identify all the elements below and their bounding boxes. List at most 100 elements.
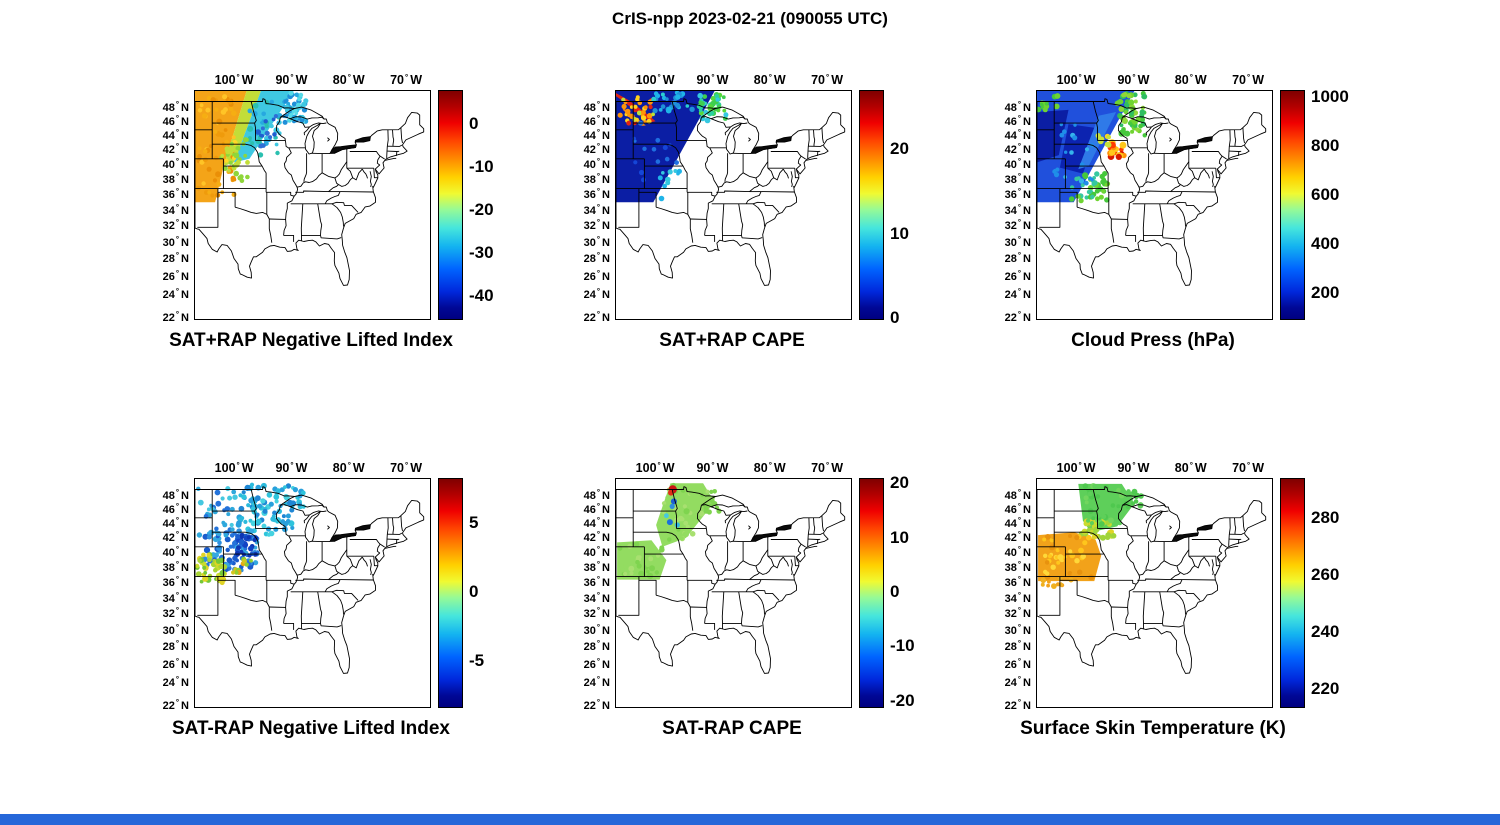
degree-symbol: ° xyxy=(1017,99,1022,109)
degree-symbol: ° xyxy=(596,675,601,685)
degree-symbol: ° xyxy=(405,461,409,470)
latitude-tick-label: 40° N xyxy=(583,545,610,560)
degree-symbol: ° xyxy=(1017,202,1022,212)
satellite-swath-overlay xyxy=(195,482,306,586)
colorbar xyxy=(438,90,463,320)
degree-symbol: ° xyxy=(596,127,601,137)
degree-symbol: ° xyxy=(1017,487,1022,497)
degree-symbol: ° xyxy=(175,639,180,649)
longitude-tick-label: 80° W xyxy=(1174,461,1207,475)
colorbar-tick-label: 0 xyxy=(890,308,900,327)
latitude-tick-label: 42° N xyxy=(583,142,610,157)
latitude-tick-label: 40° N xyxy=(162,157,189,172)
degree-symbol: ° xyxy=(175,530,180,540)
latitude-tick-label: 34° N xyxy=(583,590,610,605)
map-canvas xyxy=(194,478,431,708)
longitude-tick-label: 100° W xyxy=(1056,73,1096,87)
degree-symbol: ° xyxy=(1132,73,1136,82)
degree-symbol: ° xyxy=(711,461,715,470)
degree-symbol: ° xyxy=(1017,575,1022,585)
latitude-tick-label: 36° N xyxy=(583,575,610,590)
latitude-tick-label: 40° N xyxy=(162,545,189,560)
latitude-tick-label: 44° N xyxy=(583,515,610,530)
degree-symbol: ° xyxy=(1078,73,1082,82)
latitude-tick-label: 24° N xyxy=(162,675,189,690)
degree-symbol: ° xyxy=(1132,461,1136,470)
colorbar-tick-label: 200 xyxy=(1311,283,1340,303)
colorbar-tick-label: 600 xyxy=(1311,185,1340,205)
us-state-borders-map xyxy=(616,486,846,674)
longitude-tick-label: 90° W xyxy=(1117,461,1150,475)
colorbar-tick-label: 20 xyxy=(890,139,909,159)
degree-symbol: ° xyxy=(1017,172,1022,182)
degree-symbol: ° xyxy=(1078,461,1082,470)
degree-symbol: ° xyxy=(175,622,180,632)
degree-symbol: ° xyxy=(1017,675,1022,685)
degree-symbol: ° xyxy=(1017,545,1022,555)
latitude-tick-label: 36° N xyxy=(1004,575,1031,590)
latitude-axis: 48° N 46° N 44° N 42° N 40° N 38° N 36° N 34° N 32° N 30° N… xyxy=(146,90,194,325)
latitude-tick-label: 36° N xyxy=(583,187,610,202)
degree-symbol: ° xyxy=(175,501,180,511)
latitude-tick-label: 26° N xyxy=(1004,656,1031,671)
latitude-tick-label: 32° N xyxy=(583,606,610,621)
degree-symbol: ° xyxy=(1247,73,1251,82)
latitude-tick-label: 34° N xyxy=(583,202,610,217)
degree-symbol: ° xyxy=(596,590,601,600)
degree-symbol: ° xyxy=(175,575,180,585)
latitude-tick-label: 30° N xyxy=(583,622,610,637)
longitude-tick-label: 100° W xyxy=(214,461,254,475)
longitude-tick-label: 100° W xyxy=(1056,461,1096,475)
panel-sat-minus-rap-negative-lifted-index: 100° W 90° W 80° W 70° W 48° N 46° N 44° N 42° N 40° N 38… xyxy=(146,452,567,740)
latitude-tick-label: 46° N xyxy=(1004,113,1031,128)
degree-symbol: ° xyxy=(596,698,601,707)
latitude-tick-label: 48° N xyxy=(162,99,189,114)
degree-symbol: ° xyxy=(175,656,180,666)
degree-symbol: ° xyxy=(175,113,180,123)
latitude-tick-label: 30° N xyxy=(162,622,189,637)
longitude-axis: 100° W 90° W 80° W 70° W xyxy=(615,452,850,478)
degree-symbol: ° xyxy=(175,268,180,278)
latitude-tick-label: 46° N xyxy=(1004,501,1031,516)
colorbar-tick-label: 0 xyxy=(469,582,479,601)
latitude-tick-label: 24° N xyxy=(583,287,610,302)
longitude-axis: 100° W 90° W 80° W 70° W xyxy=(194,64,429,90)
degree-symbol: ° xyxy=(175,545,180,555)
degree-symbol: ° xyxy=(1017,268,1022,278)
longitude-tick-label: 90° W xyxy=(1117,73,1150,87)
degree-symbol: ° xyxy=(1189,73,1193,82)
colorbar-tick-label: 1000 xyxy=(1311,87,1349,107)
panel-title: SAT+RAP Negative Lifted Index xyxy=(169,330,453,351)
degree-symbol: ° xyxy=(175,187,180,197)
longitude-tick-label: 80° W xyxy=(332,461,365,475)
longitude-tick-label: 80° W xyxy=(1174,73,1207,87)
degree-symbol: ° xyxy=(596,251,601,261)
latitude-tick-label: 42° N xyxy=(162,142,189,157)
longitude-tick-label: 70° W xyxy=(811,73,844,87)
degree-symbol: ° xyxy=(290,73,294,82)
degree-symbol: ° xyxy=(175,675,180,685)
degree-symbol: ° xyxy=(175,487,180,497)
degree-symbol: ° xyxy=(175,287,180,297)
degree-symbol: ° xyxy=(175,218,180,228)
degree-symbol: ° xyxy=(596,530,601,540)
degree-symbol: ° xyxy=(236,461,240,470)
degree-symbol: ° xyxy=(1017,310,1022,319)
satellite-swath-overlay xyxy=(617,482,722,580)
colorbar-tick-label: 260 xyxy=(1311,564,1340,584)
degree-symbol: ° xyxy=(1017,606,1022,616)
us-state-borders-map xyxy=(195,98,425,286)
longitude-tick-label: 90° W xyxy=(275,461,308,475)
panel-title: SAT-RAP Negative Lifted Index xyxy=(171,718,450,739)
latitude-tick-label: 48° N xyxy=(1004,99,1031,114)
degree-symbol: ° xyxy=(1017,251,1022,261)
latitude-tick-label: 34° N xyxy=(1004,590,1031,605)
latitude-tick-label: 44° N xyxy=(1004,515,1031,530)
degree-symbol: ° xyxy=(1017,127,1022,137)
colorbar-tick-label: 400 xyxy=(1311,234,1340,254)
degree-symbol: ° xyxy=(596,287,601,297)
degree-symbol: ° xyxy=(768,461,772,470)
latitude-tick-label: 36° N xyxy=(162,187,189,202)
latitude-tick-label: 28° N xyxy=(1004,251,1031,266)
latitude-tick-label: 24° N xyxy=(1004,287,1031,302)
